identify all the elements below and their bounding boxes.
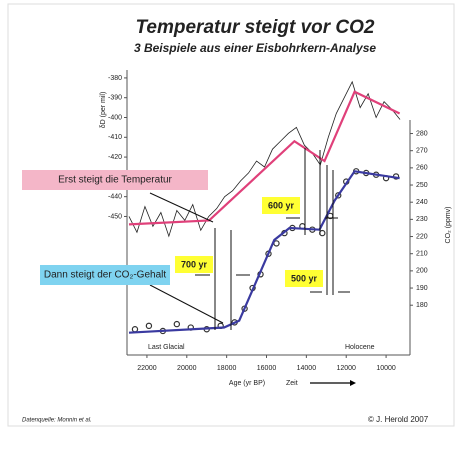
x-axis-label: Age (yr BP) (229, 380, 265, 387)
arrow-head (350, 380, 356, 386)
y2-tick-label: 260 (416, 165, 428, 172)
source-note: Datenquelle: Monnin et al. (22, 418, 92, 424)
data-line (128, 90, 401, 226)
chart-title: Temperatur steigt vor CO2 (136, 17, 375, 38)
annotation: 600 yr (268, 200, 295, 210)
data-point (131, 326, 139, 333)
plot-area: 22000 20000 18000 16000 14000 12000 10000 -380 -… (108, 75, 428, 372)
annotation-box (262, 197, 300, 214)
y-tick-label: -410 (108, 134, 122, 141)
lag-markers (149, 148, 350, 330)
y-tick-label: -440 (108, 194, 122, 201)
y-tick-label: -450 (108, 213, 122, 220)
y2-tick-label: 230 (416, 216, 428, 223)
annotation-box (285, 270, 323, 287)
x-tick-label: 10000 (376, 365, 396, 372)
y-tick-label: -390 (108, 95, 122, 102)
annotation: 500 yr (291, 273, 318, 283)
chart-subtitle: 3 Beispiele aus einer Eisbohrkern-Analys… (134, 41, 376, 55)
annotation: Holocene (345, 344, 375, 351)
y-tick-label: -380 (108, 75, 122, 82)
x-tick-label: 14000 (297, 365, 317, 372)
annotation: 700 yr (181, 259, 208, 269)
y2-tick-label: 210 (416, 251, 428, 258)
y2-tick-label: 190 (416, 285, 428, 292)
y2-axis-label: CO₂ (ppmv) (445, 207, 452, 244)
data-point (145, 322, 153, 330)
annotation-box (40, 265, 170, 285)
y2-tick-label: 250 (416, 182, 428, 189)
pointer (149, 284, 224, 324)
annotation: Dann steigt der CO₂-Gehalt (44, 270, 166, 281)
copyright: © J. Herold 2007 (368, 415, 429, 424)
y-tick-label: -420 (108, 154, 122, 161)
y2-tick-label: 220 (416, 233, 428, 240)
y2-tick-label: 280 (416, 130, 428, 137)
data-point (335, 192, 342, 199)
y-tick-label: -400 (108, 114, 122, 121)
x-tick-label: 16000 (257, 365, 277, 372)
annotation-box (175, 256, 213, 273)
frame (7, 3, 455, 427)
annotation: Erst steigt die Temperatur (58, 175, 172, 186)
data-point (173, 320, 181, 328)
annotation: Zeit (286, 380, 298, 387)
x-tick-label: 12000 (336, 365, 356, 372)
x-tick-label: 20000 (177, 365, 197, 372)
y2-tick-label: 200 (416, 268, 428, 275)
annotation-box (22, 170, 208, 190)
y2-tick-label: 180 (416, 302, 428, 309)
x-tick-label: 22000 (137, 365, 157, 372)
annotation: Last Glacial (148, 344, 185, 351)
y2-tick-label: 270 (416, 148, 428, 155)
x-tick-label: 18000 (217, 365, 237, 372)
y-axis-label: δD (per mil) (100, 92, 107, 129)
pointer (149, 192, 214, 223)
data-line (128, 170, 400, 334)
y2-tick-label: 240 (416, 199, 428, 206)
data-line (128, 80, 401, 238)
